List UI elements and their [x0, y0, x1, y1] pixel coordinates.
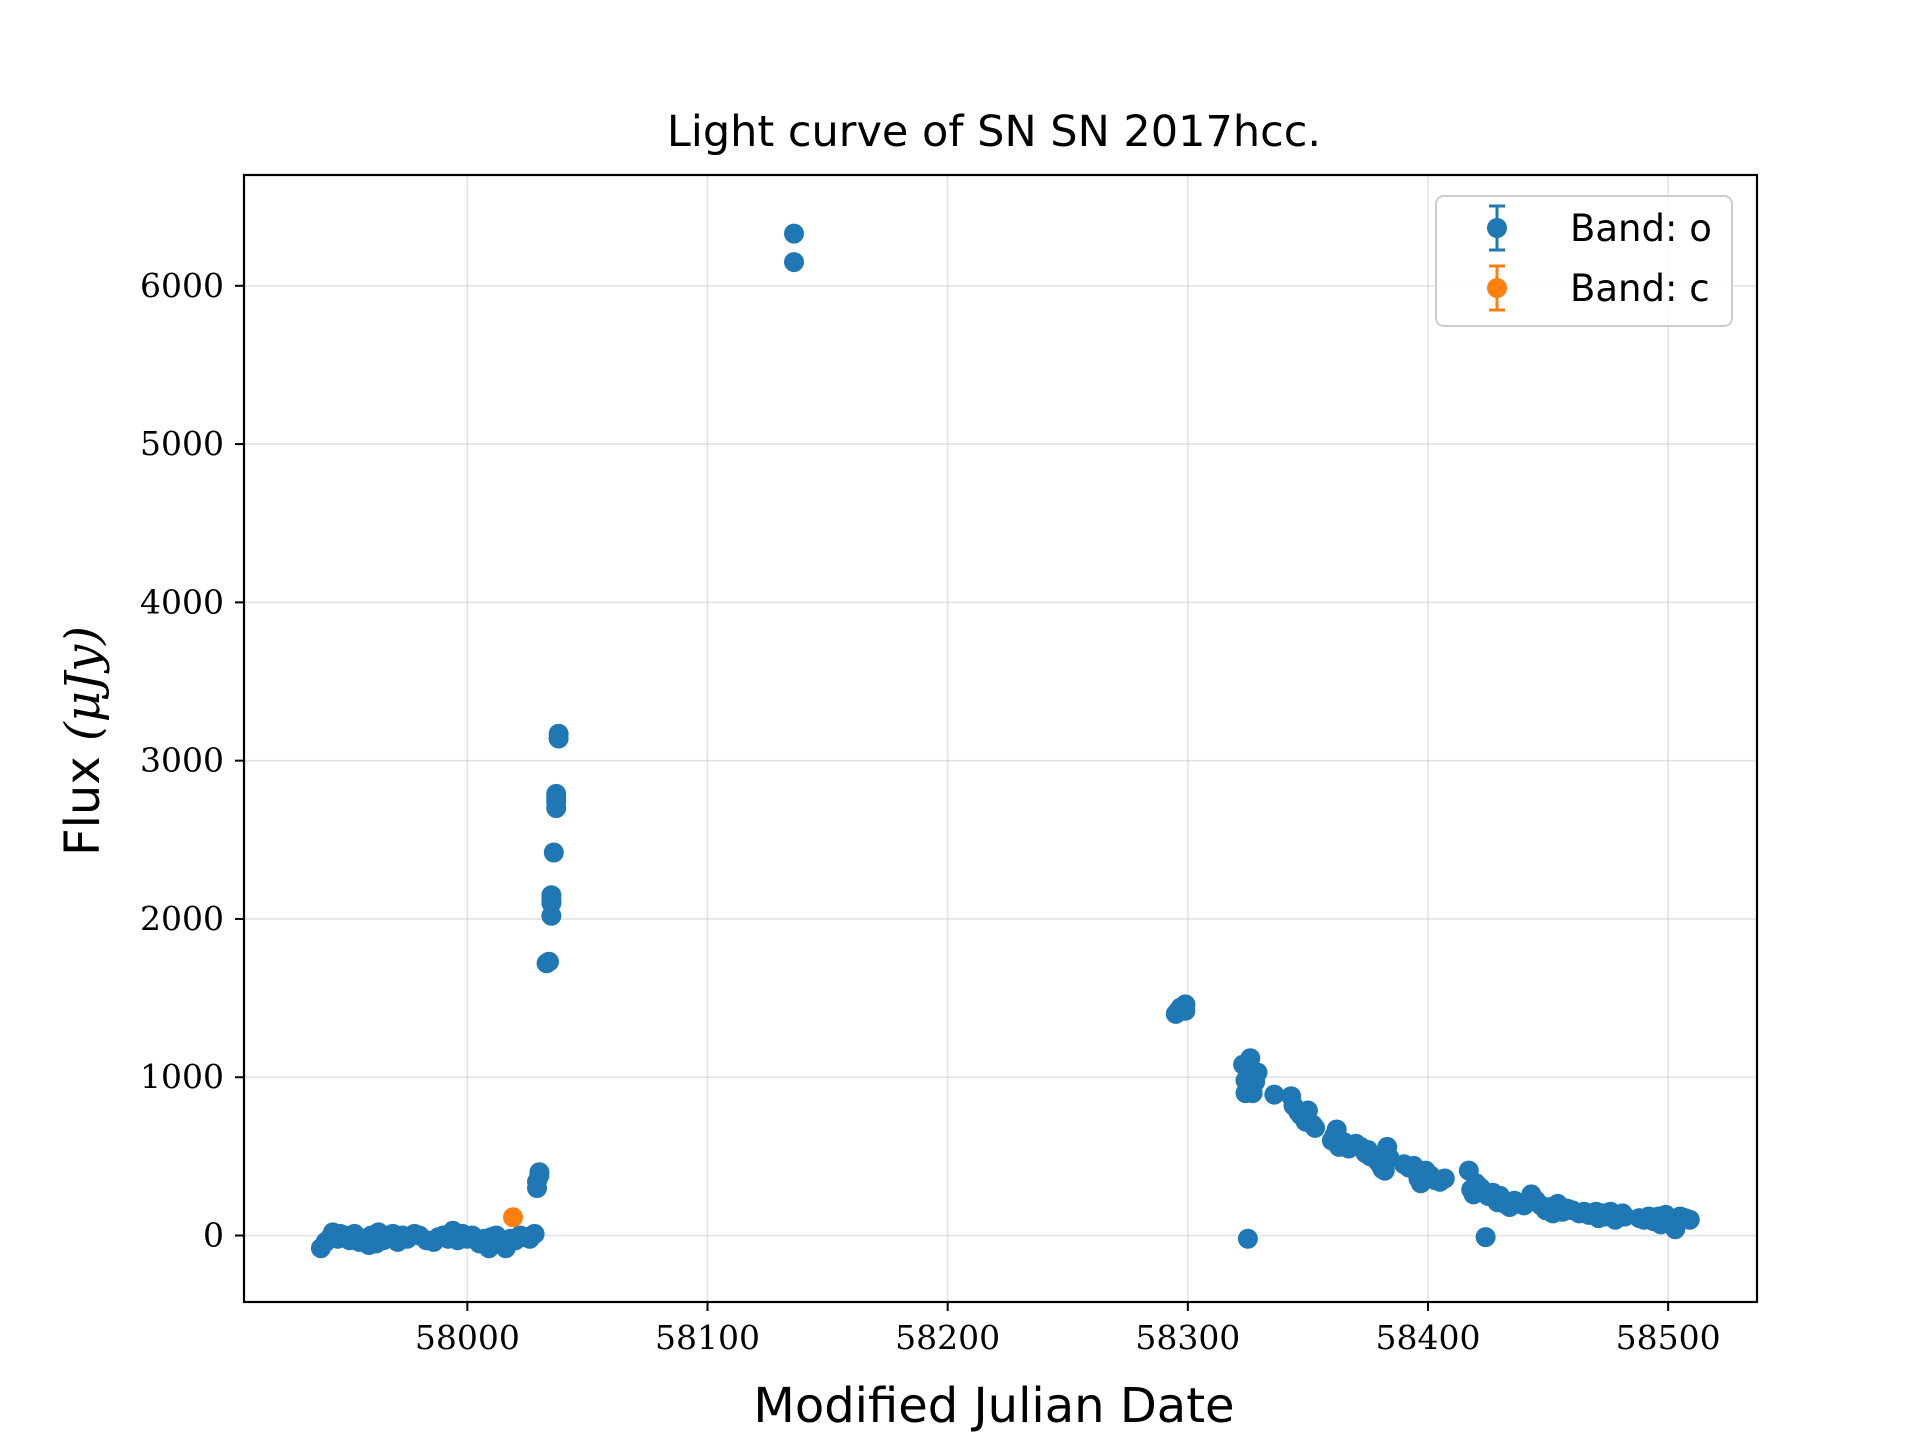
y-tick-label: 0 [203, 1216, 224, 1255]
data-point [541, 885, 562, 906]
y-tick-label: 5000 [140, 424, 224, 463]
data-point [1475, 1227, 1496, 1248]
data-point [1305, 1117, 1326, 1138]
y-tick-label: 2000 [140, 899, 224, 938]
data-point [1237, 1228, 1258, 1249]
legend-entry-band-c: Band: c [1487, 264, 1710, 312]
data-point [1434, 1168, 1455, 1189]
data-point [548, 723, 569, 744]
y-tick-label: 1000 [140, 1057, 224, 1096]
x-tick-label: 58000 [415, 1318, 520, 1357]
y-tick-label: 4000 [140, 582, 224, 621]
data-point [524, 1223, 545, 1244]
chart-title: Light curve of SN SN 2017hcc. [667, 107, 1321, 157]
data-point [503, 1207, 523, 1228]
data-point [1264, 1084, 1285, 1105]
x-axis-label: Modified Julian Date [753, 1378, 1234, 1434]
legend-marker-band-o [1487, 218, 1507, 238]
y-axis-label-text: Flux [55, 741, 111, 856]
legend-label-band-c: Band: c [1570, 267, 1710, 310]
data-point [543, 842, 564, 863]
grid [244, 175, 1757, 1302]
x-tick-label: 58100 [655, 1318, 760, 1357]
data-point [1679, 1209, 1700, 1230]
y-tick-label: 6000 [140, 266, 224, 305]
data-point [1175, 1000, 1196, 1021]
data-point [539, 951, 559, 972]
x-tick-label: 58500 [1616, 1318, 1721, 1357]
data-point [529, 1162, 550, 1183]
data-point [784, 223, 804, 244]
series-1 [503, 1207, 523, 1228]
x-tick-label: 58200 [895, 1318, 1000, 1357]
x-tick-label: 58300 [1135, 1318, 1240, 1357]
y-axis-label-unit: (μJy) [55, 626, 111, 741]
legend-marker-band-c [1487, 278, 1507, 298]
data-point [784, 252, 804, 273]
legend-label-band-o: Band: o [1570, 207, 1712, 250]
x-tick-label: 58400 [1375, 1318, 1480, 1357]
series-0 [310, 223, 1700, 1259]
y-tick-label: 3000 [140, 741, 224, 780]
y-axis-label: Flux (μJy) [55, 626, 111, 856]
axes-frame [242, 173, 1759, 1304]
data-point [1247, 1062, 1268, 1083]
axis-ticks: 58000 58100 58200 58300 58400 58500 0 1000 2000 3… [140, 266, 1721, 1357]
legend: Band: o Band: c [1435, 195, 1733, 327]
legend-frame [1435, 195, 1733, 327]
legend-entry-band-o: Band: o [1487, 204, 1712, 252]
data-points [310, 223, 1700, 1259]
data-point [546, 783, 567, 804]
